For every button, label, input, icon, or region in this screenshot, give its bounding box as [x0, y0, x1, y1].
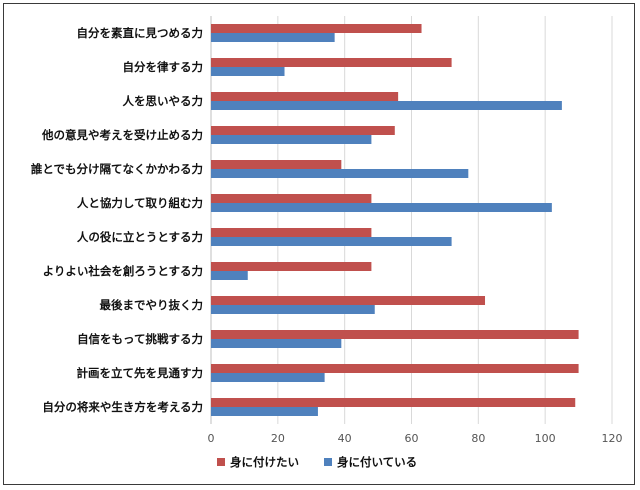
- bar-want-8: [211, 296, 486, 305]
- category-label: 自分の将来や生き方を考える力: [42, 400, 203, 414]
- legend-label-want: 身に付けたい: [230, 455, 299, 469]
- bar-want-2: [211, 92, 399, 101]
- category-label: 人を思いやる力: [123, 94, 204, 108]
- category-label: 誰とでも分け隔てなくかかわる力: [31, 162, 203, 176]
- category-label: 自分を律する力: [123, 60, 204, 74]
- bar-want-0: [211, 24, 422, 33]
- category-label: 自分を素直に見つめる力: [77, 26, 204, 40]
- x-tick-label: 120: [602, 432, 623, 445]
- x-tick-label: 0: [208, 432, 215, 445]
- legend: 身に付けたい 身に付いている: [217, 455, 417, 469]
- bar-want-5: [211, 194, 372, 203]
- chart-frame: 自分を素直に見つめる力自分を律する力 人を思いやる力他の意見や考えを受け止める力誰…: [3, 3, 635, 485]
- bar-have-8: [211, 305, 375, 314]
- bar-have-10: [211, 373, 325, 382]
- bar-have-1: [211, 67, 285, 76]
- x-tick-label: 60: [405, 432, 419, 445]
- x-tick-label: 20: [271, 432, 285, 445]
- bar-want-6: [211, 228, 372, 237]
- bar-have-3: [211, 135, 372, 144]
- category-label: 人と協力して取り組む力: [77, 196, 203, 210]
- bar-have-2: [211, 101, 562, 110]
- bars: [211, 24, 579, 416]
- x-tick-label: 40: [338, 432, 352, 445]
- bar-want-10: [211, 364, 579, 373]
- bar-want-3: [211, 126, 395, 135]
- bar-have-9: [211, 339, 342, 348]
- legend-swatch-have: [324, 458, 332, 466]
- bar-want-7: [211, 262, 372, 271]
- bar-want-1: [211, 58, 452, 67]
- bar-have-11: [211, 407, 318, 416]
- legend-swatch-want: [217, 458, 225, 466]
- category-label: よりよい社会を創ろうとする力: [43, 264, 203, 278]
- x-tick-label: 100: [535, 432, 556, 445]
- category-label: 他の意見や考えを受け止める力: [41, 128, 203, 142]
- category-label: 人の役に立とうとする力: [77, 230, 203, 244]
- bar-want-9: [211, 330, 579, 339]
- bar-chart: 自分を素直に見つめる力自分を律する力人を思いやる力他の意見や考えを受け止める力誰…: [31, 16, 623, 469]
- bar-have-6: [211, 237, 452, 246]
- category-labels: 自分を素直に見つめる力自分を律する力人を思いやる力他の意見や考えを受け止める力誰…: [31, 26, 203, 414]
- category-label: 自信をもって挑戦する力: [77, 332, 203, 346]
- bar-have-0: [211, 33, 335, 42]
- category-label: 最後までやり抜く力: [100, 298, 204, 312]
- bar-have-5: [211, 203, 552, 212]
- x-tick-label: 80: [471, 432, 485, 445]
- category-label: 計画を立て先を見通す力: [77, 366, 204, 380]
- gridlines: [210, 16, 613, 424]
- x-tick-labels: 0 20 40 60 80 100 120: [208, 432, 623, 445]
- bar-want-11: [211, 398, 576, 407]
- bar-have-7: [211, 271, 248, 280]
- bar-have-4: [211, 169, 469, 178]
- legend-label-have: 身に付いている: [337, 455, 417, 469]
- bar-want-4: [211, 160, 342, 169]
